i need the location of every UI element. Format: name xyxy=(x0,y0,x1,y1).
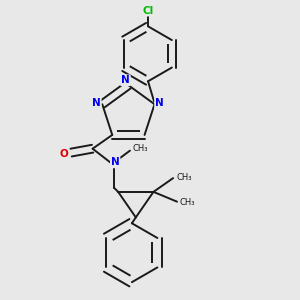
Text: CH₃: CH₃ xyxy=(180,198,196,207)
Text: CH₃: CH₃ xyxy=(176,172,192,182)
Text: N: N xyxy=(121,75,130,85)
Text: N: N xyxy=(111,158,120,167)
Text: N: N xyxy=(92,98,101,108)
Text: Cl: Cl xyxy=(142,6,154,16)
Text: O: O xyxy=(60,148,68,159)
Text: CH₃: CH₃ xyxy=(133,144,148,153)
Text: N: N xyxy=(155,98,164,108)
